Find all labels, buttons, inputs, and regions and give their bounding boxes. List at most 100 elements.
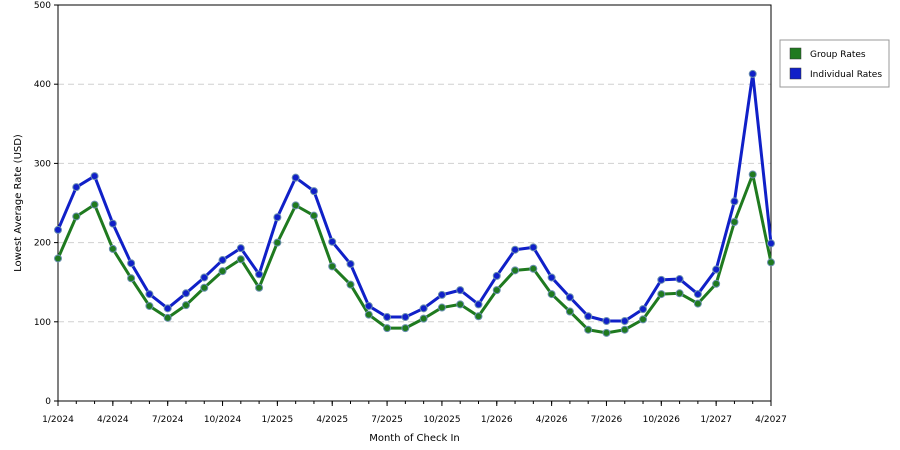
data-point xyxy=(657,275,666,284)
data-point xyxy=(511,266,520,275)
data-point xyxy=(236,244,245,253)
data-point xyxy=(419,314,428,323)
x-tick-labels: 1/2024 4/2024 7/2024 10/2024 1/2025 4/2025 7/2… xyxy=(42,415,787,425)
data-point xyxy=(218,267,227,276)
data-point xyxy=(328,237,337,246)
data-point xyxy=(309,187,318,196)
data-point xyxy=(346,280,355,289)
data-point xyxy=(383,313,392,322)
data-point xyxy=(474,300,483,309)
legend: Group Rates Individual Rates xyxy=(779,39,890,88)
data-point xyxy=(675,275,684,284)
data-point xyxy=(584,312,593,321)
data-point xyxy=(767,258,775,267)
data-point xyxy=(456,300,465,309)
data-point xyxy=(236,255,245,264)
y-tick-label: 100 xyxy=(34,318,51,328)
data-point xyxy=(163,304,172,313)
data-point xyxy=(401,313,410,322)
data-point xyxy=(529,264,538,273)
data-point xyxy=(547,273,556,282)
series-individual-rates xyxy=(54,69,775,326)
x-tick-label: 10/2026 xyxy=(643,415,681,425)
data-point xyxy=(346,259,355,268)
data-point xyxy=(145,290,154,299)
legend-label: Group Rates xyxy=(810,50,866,60)
y-tick-label: 500 xyxy=(34,1,51,11)
series-group-rates xyxy=(54,170,775,337)
legend-swatch xyxy=(789,47,802,60)
data-point xyxy=(328,262,337,271)
data-point xyxy=(419,304,428,313)
data-point xyxy=(218,256,227,265)
data-point xyxy=(474,312,483,321)
data-point xyxy=(657,290,666,299)
data-point xyxy=(181,301,190,310)
grid-lines xyxy=(58,83,771,323)
x-axis-title: Month of Check In xyxy=(369,433,460,444)
series-lines xyxy=(54,69,775,337)
y-tick-labels: 0 100 200 300 400 500 xyxy=(34,1,51,407)
data-point xyxy=(565,293,574,302)
data-point xyxy=(273,213,282,222)
x-tick-label: 1/2024 xyxy=(42,415,74,425)
data-point xyxy=(108,219,117,228)
x-tick-label: 10/2025 xyxy=(423,415,460,425)
y-axis-title: Lowest Average Rate (USD) xyxy=(13,134,24,272)
data-point xyxy=(639,305,648,314)
y-tick-label: 200 xyxy=(34,239,51,249)
data-point xyxy=(639,315,648,324)
data-point xyxy=(748,170,757,179)
y-tick-label: 400 xyxy=(34,80,51,90)
data-point xyxy=(145,301,154,310)
data-point xyxy=(547,290,556,299)
x-tick-label: 7/2026 xyxy=(591,415,623,425)
data-point xyxy=(54,225,62,234)
data-point xyxy=(693,299,702,308)
data-point xyxy=(437,303,446,312)
series-line xyxy=(56,172,773,335)
x-tick-label: 10/2024 xyxy=(204,415,242,425)
data-point xyxy=(127,274,136,283)
y-tick-label: 300 xyxy=(34,159,51,169)
x-tick-label: 7/2025 xyxy=(371,415,403,425)
x-tick-label: 1/2027 xyxy=(700,415,732,425)
x-tick-label: 1/2026 xyxy=(481,415,513,425)
data-point xyxy=(309,211,318,220)
data-point xyxy=(529,243,538,252)
data-point xyxy=(401,324,410,333)
data-point xyxy=(456,286,465,295)
data-point xyxy=(255,283,264,292)
data-point xyxy=(602,317,611,326)
legend-items: Group Rates Individual Rates xyxy=(789,47,882,80)
data-point xyxy=(200,273,209,282)
data-point xyxy=(492,271,501,280)
data-point xyxy=(620,325,629,334)
data-point xyxy=(602,328,611,337)
data-point xyxy=(712,279,721,288)
x-tick-label: 1/2025 xyxy=(262,415,294,425)
data-point xyxy=(675,289,684,298)
data-point xyxy=(620,317,629,326)
data-point xyxy=(255,270,264,279)
data-point xyxy=(90,200,99,209)
data-point xyxy=(54,254,62,263)
data-point xyxy=(693,290,702,299)
data-point xyxy=(364,301,373,310)
data-point xyxy=(565,307,574,316)
data-point xyxy=(364,310,373,319)
data-point xyxy=(730,218,739,227)
data-point xyxy=(748,69,757,78)
series-line xyxy=(56,72,773,323)
x-tick-label: 4/2024 xyxy=(97,415,129,425)
axes xyxy=(54,4,772,406)
x-tick-label: 4/2026 xyxy=(536,415,568,425)
data-point xyxy=(90,172,99,181)
data-point xyxy=(492,286,501,295)
legend-label: Individual Rates xyxy=(810,70,882,80)
x-tick-label: 4/2025 xyxy=(316,415,348,425)
data-point xyxy=(127,259,136,268)
data-point xyxy=(437,290,446,299)
